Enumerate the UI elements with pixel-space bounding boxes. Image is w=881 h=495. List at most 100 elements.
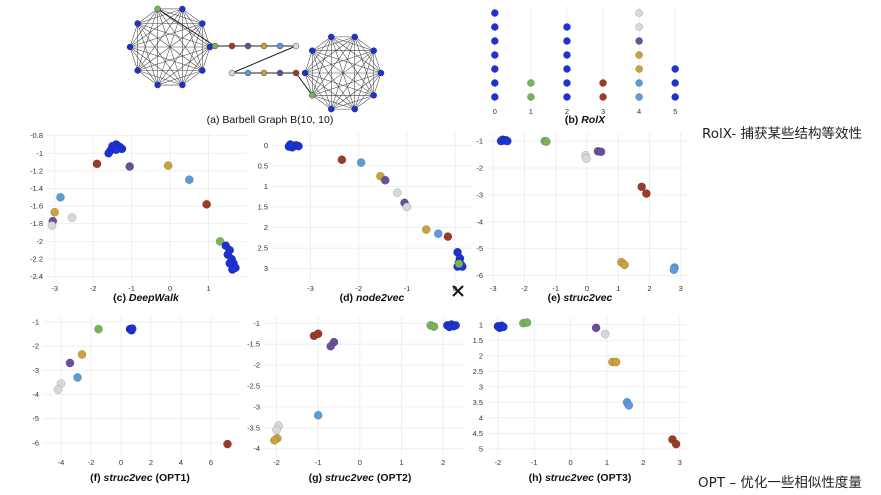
caption-g: (g) struc2vec (OPT2)	[309, 472, 412, 484]
graph-node	[370, 47, 377, 54]
caption-e: (e) struc2vec	[548, 292, 613, 304]
barbell-nodes	[126, 5, 385, 113]
left-clique-edges	[129, 8, 211, 86]
data-point	[285, 140, 295, 149]
data-point	[337, 155, 347, 165]
data-point	[620, 260, 629, 270]
x-tick-label: 1	[616, 284, 620, 293]
y-tick-label: -2	[32, 342, 39, 351]
data-point	[635, 65, 643, 73]
data-point	[92, 159, 102, 169]
y-tick-label: -3.5	[247, 423, 260, 432]
y-tick-label: -0.8	[30, 131, 43, 140]
graph-node	[309, 92, 316, 99]
graph-node	[154, 81, 161, 89]
data-point	[223, 439, 232, 449]
graph-node	[199, 20, 206, 27]
data-point	[429, 322, 439, 331]
data-point	[454, 259, 464, 269]
data-point	[228, 265, 237, 274]
y-tick-label: -1	[32, 317, 39, 326]
data-point	[563, 65, 571, 73]
data-point	[671, 93, 680, 101]
data-point	[490, 9, 499, 17]
data-point	[56, 192, 65, 202]
y-tick-label: -2.5	[247, 382, 260, 391]
y-tick-label: -1.6	[30, 202, 43, 211]
data-point	[635, 93, 643, 101]
x-tick-label: 0	[168, 284, 172, 293]
y-tick-label: -1	[36, 149, 43, 158]
data-point	[202, 200, 211, 209]
graph-node	[154, 5, 161, 13]
data-point	[522, 318, 532, 327]
data-point	[635, 9, 643, 17]
x-tick-label: 4	[179, 458, 183, 467]
x-tick-label: 0	[569, 458, 573, 467]
x-tick-label: 1	[399, 458, 403, 467]
y-tick-label: -1.2	[30, 166, 43, 175]
y-tick-label: -2.2	[30, 254, 43, 263]
data-point	[635, 37, 643, 45]
y-tick-label: -3	[32, 366, 39, 375]
data-point	[270, 436, 279, 445]
panel-c: -3 -2 -1 0 1 -0.8 -1 -1.2 -1.4 -1.6 -1.8 -2 -2.2 -2.4…	[30, 131, 247, 304]
x-tick-label: 4	[637, 107, 641, 116]
y-tick-label: -2	[253, 361, 260, 370]
y-tick-label: -4	[253, 444, 260, 453]
data-point	[490, 37, 499, 45]
panel-g: -2 -1 0 1 2 -1 -1.5 -2 -2.5 -3 -3.5 -4 (g) struc2vec…	[247, 317, 464, 484]
data-point	[527, 79, 535, 87]
y-tick-label: -6	[476, 271, 483, 280]
data-point	[502, 136, 512, 146]
data-point	[50, 207, 60, 217]
y-tick-label: -6	[32, 438, 39, 447]
data-point	[635, 79, 643, 87]
data-point	[490, 93, 499, 101]
x-tick-label: 2	[441, 458, 445, 467]
data-point	[490, 79, 499, 87]
data-point	[272, 425, 281, 435]
y-tick-label: 0	[264, 141, 268, 150]
graph-node	[292, 69, 300, 77]
data-point	[600, 329, 610, 339]
graph-node	[134, 20, 141, 27]
y-tick-label: 1.5	[473, 336, 483, 345]
graph-node	[377, 69, 385, 77]
data-point	[599, 79, 607, 87]
data-point	[65, 358, 75, 368]
data-point	[433, 229, 443, 239]
rolx-note: RolX- 捕获某些结构等效性	[702, 125, 862, 142]
data-point	[599, 93, 607, 101]
x-tick-label: 2	[647, 284, 651, 293]
barbell-graph	[126, 5, 385, 113]
x-tick-label: 1	[529, 107, 533, 116]
graph-node	[351, 33, 358, 41]
data-point	[313, 410, 323, 420]
data-point	[380, 175, 390, 185]
x-tick-label: 3	[679, 284, 683, 293]
caption-b: (b) RolX	[565, 114, 606, 126]
x-tick-label: -2	[495, 458, 502, 467]
panel-b: 0 1 2 3 4 5 (b) RolX	[484, 6, 686, 126]
y-tick-label: -2	[476, 163, 483, 172]
data-point	[542, 137, 551, 146]
y-tick-label: 1	[264, 182, 268, 191]
data-point	[642, 189, 651, 198]
y-tick-label: 1	[479, 320, 483, 329]
y-tick-label: 3	[264, 264, 268, 273]
x-tick-label: -3	[490, 284, 497, 293]
data-point	[563, 37, 571, 45]
x-tick-label: -2	[90, 284, 97, 293]
y-tick-label: -2.4	[30, 272, 43, 281]
x-tick-label: 3	[678, 458, 682, 467]
x-tick-label: 3	[601, 107, 605, 116]
graph-node	[211, 42, 219, 50]
y-tick-label: 1.5	[258, 203, 268, 212]
scatter-panels: 0 1 2 3 4 5 (b) RolX -3 -2 -1 0 1 -0.8 -1 -1.2 -1.4 -1.6…	[30, 6, 687, 484]
data-point	[125, 162, 135, 171]
y-tick-label: 2	[479, 351, 483, 360]
x-tick-label: 0	[493, 107, 497, 116]
data-point	[215, 237, 225, 246]
